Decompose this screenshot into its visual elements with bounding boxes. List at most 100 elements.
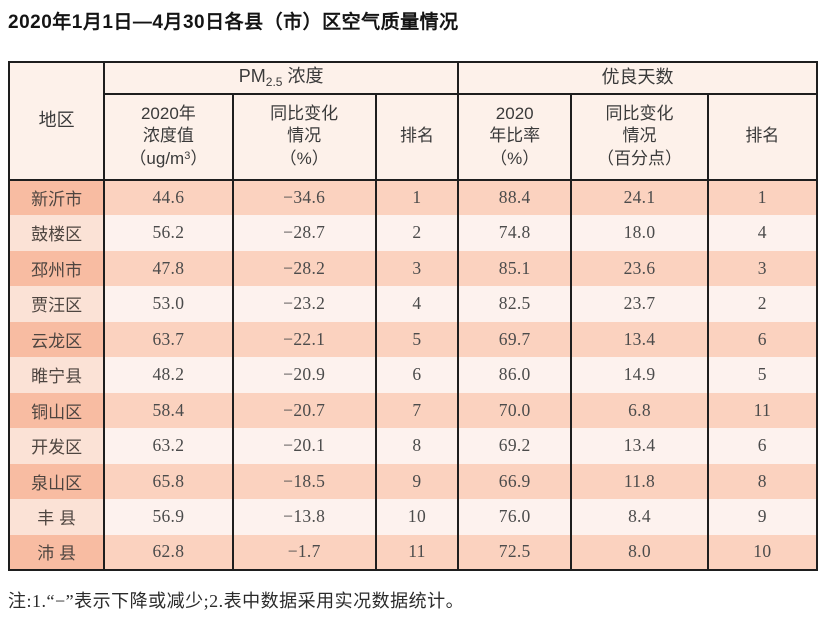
pm-value-cell: 48.2 <box>103 357 234 393</box>
pm-value-cell: 63.2 <box>103 428 234 464</box>
pm-value-cell: 44.6 <box>103 179 234 216</box>
pm25-label: PM2.5 浓度 <box>238 65 324 89</box>
table-row: 铜山区 58.4 −20.7 7 70.0 6.8 11 <box>7 392 819 429</box>
pm-rank-cell: 11 <box>374 534 460 571</box>
pm-rank-cell: 8 <box>374 428 460 464</box>
pm-value-cell: 56.2 <box>103 215 234 251</box>
pm-change-cell: −20.1 <box>231 428 377 464</box>
days-ratio-cell: 82.5 <box>457 286 573 322</box>
column-header-days-change: 同比变化 情况 （百分点） <box>570 93 709 181</box>
table-row: 睢宁县 48.2 −20.9 6 86.0 14.9 5 <box>7 357 819 393</box>
pm-change-cell: −18.5 <box>231 463 377 500</box>
table-row: 贾汪区 53.0 −23.2 4 82.5 23.7 2 <box>7 286 819 322</box>
pm-change-cell: −1.7 <box>231 534 377 571</box>
pm-change-cell: −23.2 <box>231 286 377 322</box>
header-sub-row: 2020年 浓度值 （ug/m3） 同比变化 情况 （%） 排名 2020 年比… <box>9 93 819 181</box>
footnote: 注:1.“−”表示下降或减少;2.表中数据采用实况数据统计。 <box>8 591 465 612</box>
pm-rank-cell: 4 <box>374 286 460 322</box>
pm-rank-cell: 10 <box>374 499 460 535</box>
table-row: 开发区 63.2 −20.1 8 69.2 13.4 6 <box>7 428 819 464</box>
pm-value-cell: 65.8 <box>103 463 234 500</box>
pm-change-cell: −13.8 <box>231 499 377 535</box>
table-row: 沛 县 62.8 −1.7 11 72.5 8.0 10 <box>7 534 819 571</box>
pm-rank-cell: 3 <box>374 250 460 287</box>
days-rank-cell: 2 <box>706 286 819 322</box>
column-header-days-ratio: 2020 年比率 （%） <box>457 93 573 181</box>
pm-rank-cell: 7 <box>374 392 460 429</box>
region-cell: 云龙区 <box>7 321 106 358</box>
days-change-cell: 6.8 <box>570 392 709 429</box>
column-header-pm-value: 2020年 浓度值 （ug/m3） <box>103 93 234 181</box>
days-change-cell: 14.9 <box>570 357 709 393</box>
page-title: 2020年1月1日—4月30日各县（市）区空气质量情况 <box>8 12 459 33</box>
days-ratio-cell: 66.9 <box>457 463 573 500</box>
pm-value-cell: 62.8 <box>103 534 234 571</box>
table-body: 新沂市 44.6 −34.6 1 88.4 24.1 1 鼓楼区 56.2 −2… <box>7 179 819 571</box>
days-rank-cell: 4 <box>706 215 819 251</box>
region-cell: 睢宁县 <box>7 357 106 393</box>
days-rank-cell: 6 <box>706 428 819 464</box>
region-cell: 鼓楼区 <box>7 215 106 251</box>
days-rank-cell: 8 <box>706 463 819 500</box>
pm-rank-cell: 5 <box>374 321 460 358</box>
column-header-days-rank: 排名 <box>706 93 819 181</box>
region-cell: 贾汪区 <box>7 286 106 322</box>
pm-value-cell: 58.4 <box>103 392 234 429</box>
days-change-cell: 8.4 <box>570 499 709 535</box>
table-row: 鼓楼区 56.2 −28.7 2 74.8 18.0 4 <box>7 215 819 251</box>
days-change-cell: 13.4 <box>570 321 709 358</box>
header-group-row: 地区 PM2.5 浓度 优良天数 <box>7 61 818 181</box>
days-ratio-cell: 76.0 <box>457 499 573 535</box>
days-change-cell: 8.0 <box>570 534 709 571</box>
days-change-cell: 11.8 <box>570 463 709 500</box>
column-group-good-days: 优良天数 <box>457 61 818 95</box>
days-rank-cell: 11 <box>706 392 819 429</box>
table-row: 云龙区 63.7 −22.1 5 69.7 13.4 6 <box>7 321 819 358</box>
pm-change-cell: −20.7 <box>231 392 377 429</box>
table-row: 泉山区 65.8 −18.5 9 66.9 11.8 8 <box>7 463 819 500</box>
region-cell: 新沂市 <box>7 179 106 216</box>
days-rank-cell: 9 <box>706 499 819 535</box>
pm-value-cell: 63.7 <box>103 321 234 358</box>
days-change-cell: 18.0 <box>570 215 709 251</box>
table-row: 新沂市 44.6 −34.6 1 88.4 24.1 1 <box>7 179 819 216</box>
pm-change-cell: −20.9 <box>231 357 377 393</box>
pm-value-cell: 53.0 <box>103 286 234 322</box>
days-change-cell: 23.7 <box>570 286 709 322</box>
pm-change-cell: −28.7 <box>231 215 377 251</box>
pm-value-cell: 56.9 <box>103 499 234 535</box>
pm-rank-cell: 2 <box>374 215 460 251</box>
days-change-cell: 13.4 <box>570 428 709 464</box>
column-header-pm-change: 同比变化 情况 （%） <box>231 93 377 181</box>
days-rank-cell: 6 <box>706 321 819 358</box>
days-ratio-cell: 70.0 <box>457 392 573 429</box>
pm-value-unit: （ug/m3） <box>129 148 208 168</box>
days-rank-cell: 1 <box>706 179 819 216</box>
days-change-cell: 23.6 <box>570 250 709 287</box>
table-header: 地区 PM2.5 浓度 优良天数 2020年 浓度值 （ug/m3） 同比变化 … <box>7 61 819 181</box>
pm-rank-cell: 9 <box>374 463 460 500</box>
region-cell: 泉山区 <box>7 463 106 500</box>
region-cell: 邳州市 <box>7 250 106 287</box>
pm-rank-cell: 6 <box>374 357 460 393</box>
days-rank-cell: 3 <box>706 250 819 287</box>
air-quality-table: 地区 PM2.5 浓度 优良天数 2020年 浓度值 （ug/m3） 同比变化 … <box>7 60 819 572</box>
region-cell: 开发区 <box>7 428 106 464</box>
days-ratio-cell: 69.7 <box>457 321 573 358</box>
days-ratio-cell: 85.1 <box>457 250 573 287</box>
days-ratio-cell: 88.4 <box>457 179 573 216</box>
pm-change-cell: −22.1 <box>231 321 377 358</box>
table-row: 邳州市 47.8 −28.2 3 85.1 23.6 3 <box>7 250 819 287</box>
pm-change-cell: −34.6 <box>231 179 377 216</box>
pm-value-cell: 47.8 <box>103 250 234 287</box>
column-header-region: 地区 <box>7 61 106 181</box>
region-cell: 铜山区 <box>7 392 106 429</box>
days-rank-cell: 5 <box>706 357 819 393</box>
days-ratio-cell: 74.8 <box>457 215 573 251</box>
days-change-cell: 24.1 <box>570 179 709 216</box>
pm-rank-cell: 1 <box>374 179 460 216</box>
days-rank-cell: 10 <box>706 534 819 571</box>
days-ratio-cell: 69.2 <box>457 428 573 464</box>
column-group-pm25: PM2.5 浓度 <box>103 61 460 95</box>
